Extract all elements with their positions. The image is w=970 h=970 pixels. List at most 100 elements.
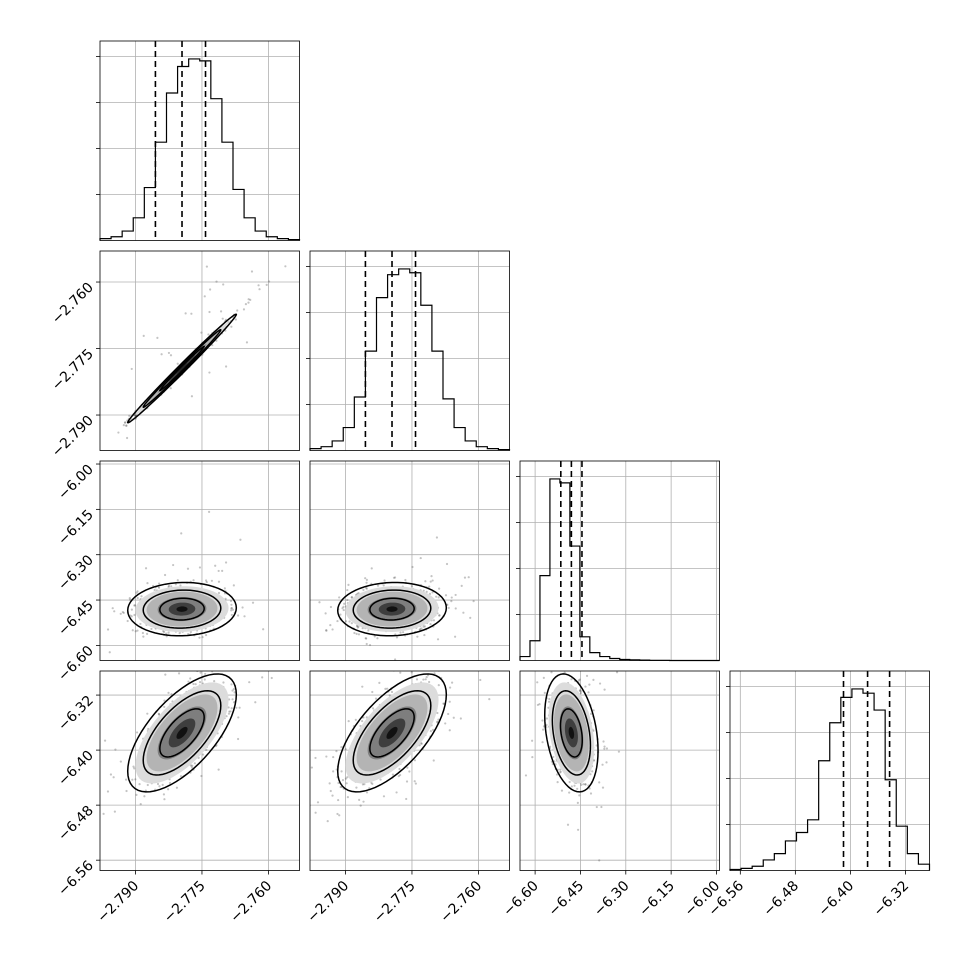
- sample-point: [376, 584, 380, 587]
- sample-point: [598, 859, 601, 862]
- sample-point: [569, 669, 571, 671]
- sample-point: [142, 334, 145, 338]
- sample-point: [355, 786, 358, 789]
- pair-panel-3-1: [99, 460, 300, 661]
- sample-point: [603, 745, 606, 748]
- pair-panel-2-1: [99, 250, 300, 451]
- sample-point: [203, 678, 206, 681]
- sample-point: [337, 798, 340, 802]
- sample-point: [134, 778, 137, 781]
- sample-point: [212, 643, 214, 645]
- y-tick-label: −6.40: [55, 748, 97, 790]
- sample-point: [258, 288, 261, 291]
- sample-point: [343, 602, 346, 605]
- sample-point: [462, 611, 465, 614]
- sample-point: [410, 585, 413, 588]
- sample-point: [524, 774, 528, 777]
- sample-point: [189, 677, 192, 680]
- sample-point: [153, 588, 156, 592]
- pair-panel-4-2: [309, 646, 510, 871]
- sample-point: [162, 630, 166, 634]
- sample-point: [136, 590, 139, 593]
- panel-frame: [99, 670, 300, 871]
- sample-point: [437, 718, 440, 721]
- sample-point: [550, 671, 553, 674]
- sample-point: [422, 589, 425, 592]
- sample-point: [103, 739, 107, 742]
- x-tick-label: −2.775: [161, 878, 209, 926]
- sample-point: [362, 588, 365, 591]
- sample-point: [261, 676, 264, 679]
- sample-point: [204, 672, 207, 676]
- sample-point: [538, 703, 541, 706]
- sample-point: [552, 755, 555, 759]
- sample-point: [167, 584, 171, 587]
- y-tick-label: −2.775: [49, 346, 97, 394]
- sample-point: [145, 632, 149, 635]
- sample-point: [224, 597, 227, 600]
- sample-point: [170, 585, 173, 588]
- sample-point: [162, 793, 166, 796]
- sample-point: [227, 706, 230, 709]
- sample-point: [232, 701, 236, 704]
- histogram-4: [729, 688, 931, 871]
- sample-point: [410, 671, 413, 674]
- sample-point: [346, 588, 349, 592]
- sample-point: [242, 308, 246, 311]
- sample-point: [433, 672, 436, 675]
- sample-point: [454, 635, 457, 638]
- sample-point: [106, 790, 110, 793]
- contour-2: [142, 328, 222, 409]
- sample-point: [578, 689, 581, 692]
- sample-point: [431, 591, 434, 594]
- sample-point: [365, 586, 368, 589]
- sample-point: [165, 632, 168, 635]
- sample-point: [580, 690, 583, 693]
- sample-point: [225, 715, 228, 718]
- sample-point: [248, 681, 251, 684]
- sample-point: [143, 795, 146, 798]
- sample-point: [429, 622, 432, 626]
- sample-point: [325, 629, 328, 632]
- sample-point: [133, 613, 136, 617]
- panel-content: [100, 461, 300, 661]
- sample-point: [230, 683, 233, 686]
- sample-point: [210, 658, 212, 660]
- sample-point: [584, 658, 586, 660]
- x-tick-label: −6.32: [871, 878, 913, 920]
- x-tick-label: −6.45: [546, 878, 588, 920]
- sample-point: [469, 616, 472, 619]
- sample-point: [579, 692, 582, 695]
- sample-point: [255, 665, 257, 667]
- sample-point: [371, 707, 375, 710]
- sample-point: [341, 607, 344, 610]
- sample-point: [605, 747, 609, 750]
- sample-point: [235, 706, 238, 709]
- sample-point: [187, 652, 189, 654]
- sample-point: [119, 612, 122, 615]
- sample-point: [362, 800, 365, 803]
- sample-point: [163, 573, 167, 577]
- sample-point: [617, 750, 621, 753]
- sample-point: [111, 607, 114, 610]
- sample-point: [480, 646, 482, 648]
- sample-point: [233, 691, 236, 694]
- sample-point: [326, 819, 329, 823]
- sample-point: [361, 685, 364, 688]
- sample-point: [169, 387, 172, 390]
- sample-point: [217, 591, 221, 595]
- sample-point: [361, 783, 365, 786]
- sample-point: [448, 729, 451, 732]
- sample-point: [168, 781, 172, 785]
- sample-point: [568, 780, 571, 784]
- sample-point: [223, 587, 226, 590]
- panel-frame: [99, 460, 300, 661]
- sample-point: [167, 691, 170, 694]
- sample-point: [539, 657, 541, 659]
- sample-point: [568, 791, 571, 794]
- sample-point: [371, 690, 374, 694]
- sample-point: [549, 745, 552, 748]
- sample-point: [206, 668, 208, 670]
- sample-point: [125, 424, 128, 427]
